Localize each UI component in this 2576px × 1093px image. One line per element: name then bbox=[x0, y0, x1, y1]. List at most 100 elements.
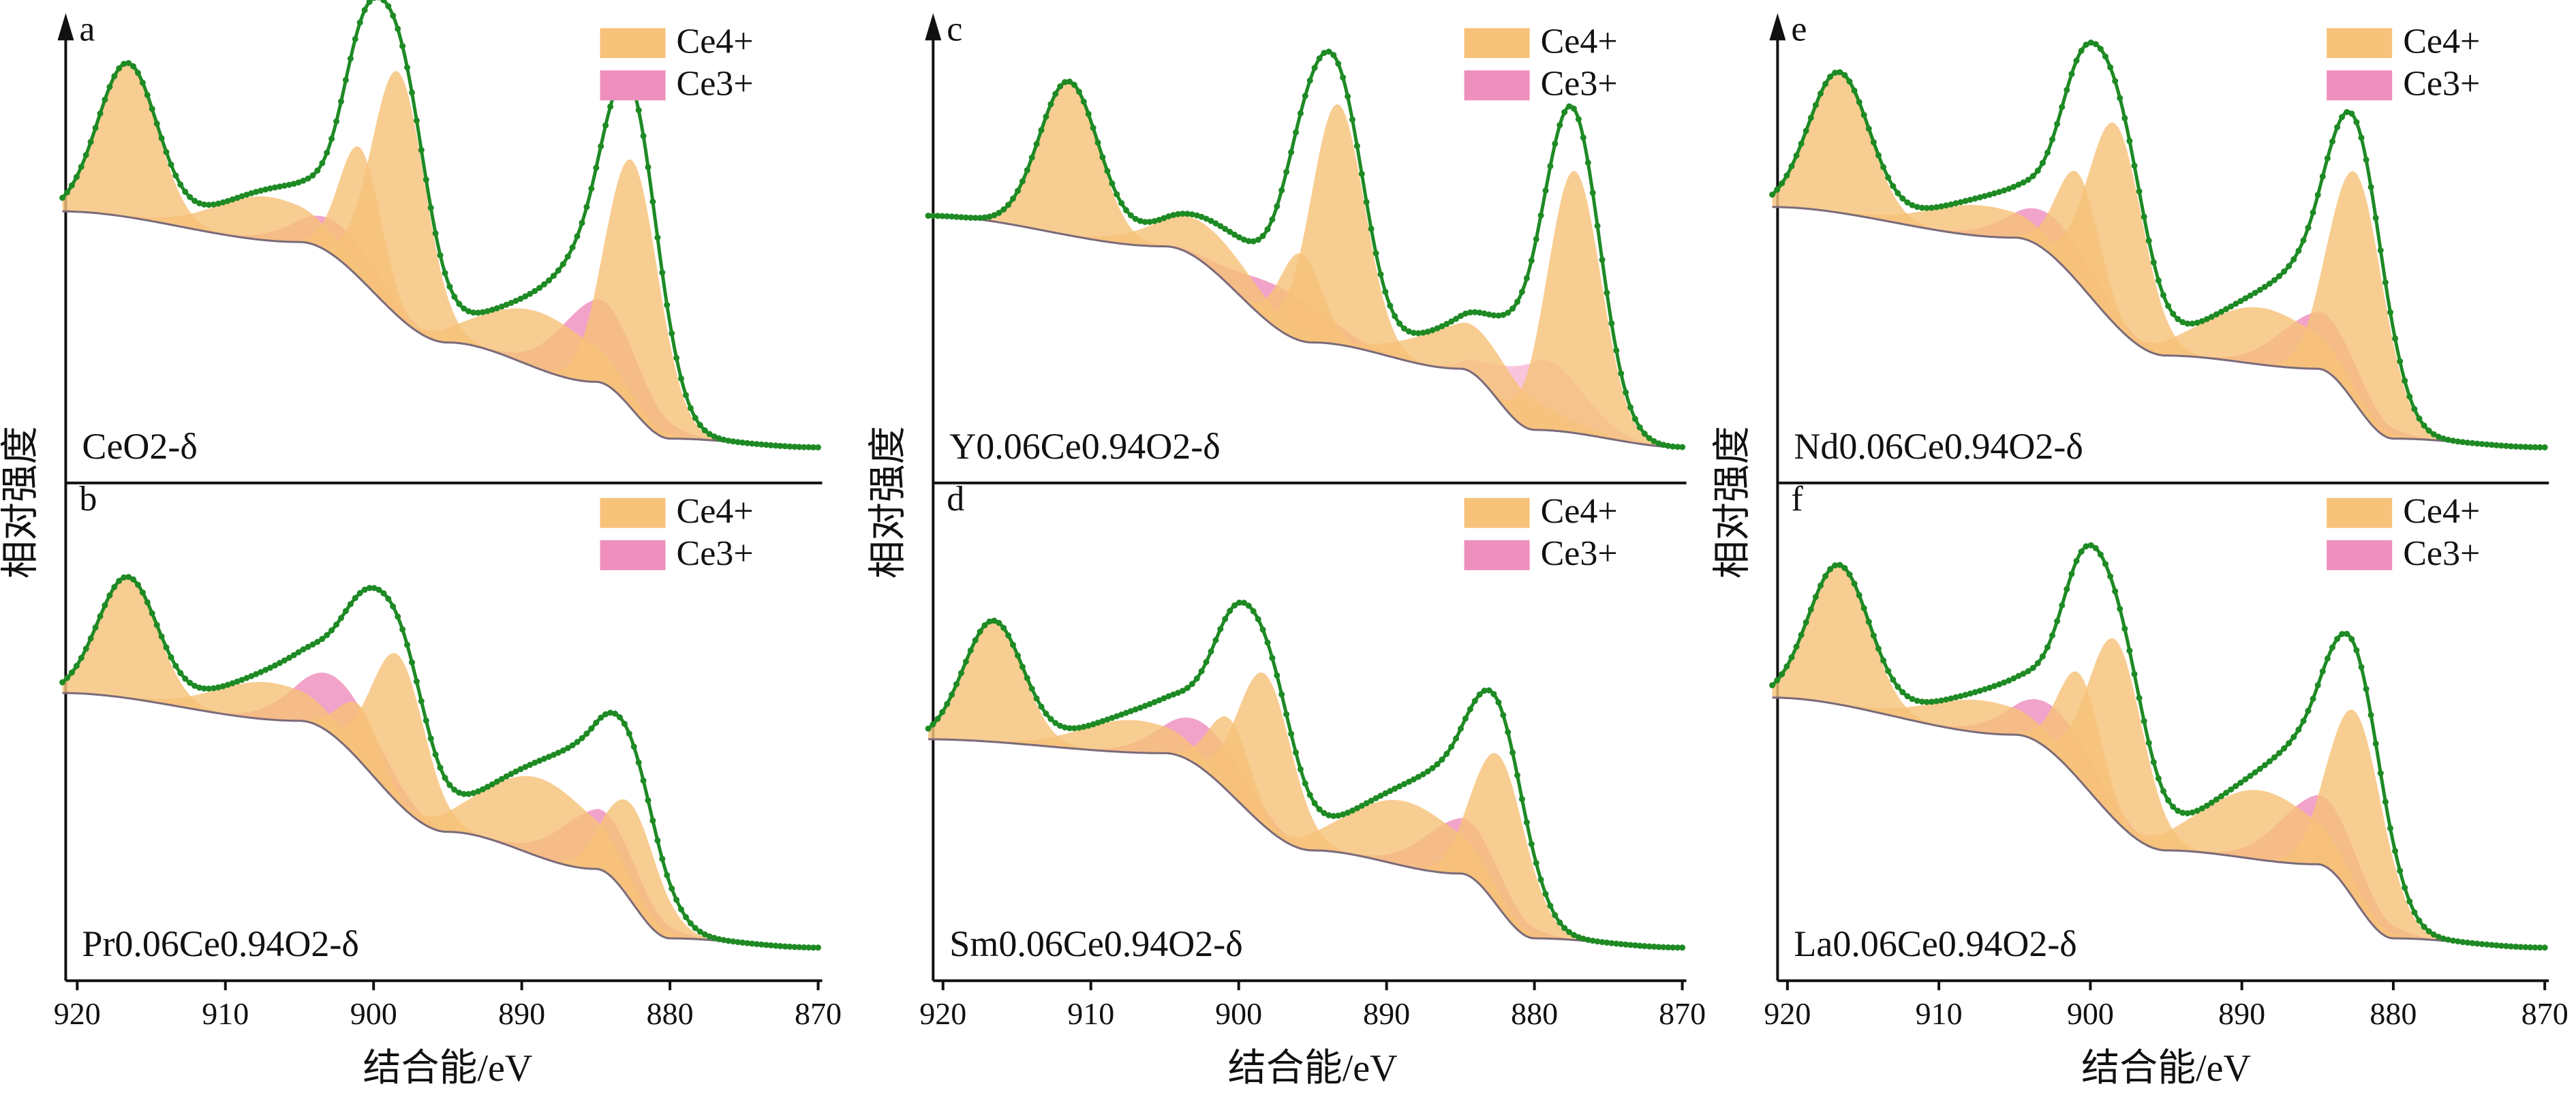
data-point bbox=[1537, 876, 1544, 883]
x-tick-label: 900 bbox=[350, 996, 397, 1031]
x-tick-label: 910 bbox=[1067, 996, 1114, 1031]
data-point bbox=[2450, 937, 2457, 944]
data-point bbox=[59, 194, 66, 201]
data-point bbox=[574, 233, 581, 240]
data-point bbox=[87, 138, 94, 145]
data-point bbox=[1071, 82, 1077, 88]
data-point bbox=[427, 735, 434, 742]
data-point bbox=[168, 654, 174, 661]
data-point bbox=[2020, 179, 2027, 186]
data-point bbox=[1904, 199, 1911, 206]
data-point bbox=[177, 670, 184, 677]
data-point bbox=[1552, 912, 1559, 919]
data-point bbox=[1410, 330, 1417, 336]
data-point bbox=[125, 574, 132, 581]
data-point bbox=[191, 198, 198, 204]
data-point bbox=[1490, 312, 1497, 319]
data-point bbox=[1793, 643, 1800, 650]
data-point bbox=[1345, 810, 1351, 816]
data-point bbox=[1345, 93, 1351, 99]
data-point bbox=[673, 897, 680, 903]
data-point bbox=[1151, 699, 1158, 705]
data-point bbox=[1547, 163, 1554, 170]
data-point bbox=[2517, 944, 2524, 951]
data-point bbox=[1193, 675, 1200, 682]
fit-envelope bbox=[927, 600, 1683, 950]
data-point bbox=[782, 943, 788, 950]
data-point bbox=[1641, 430, 1648, 437]
data-point bbox=[1514, 298, 1520, 305]
data-point bbox=[1986, 191, 1993, 198]
data-point bbox=[2126, 647, 2133, 654]
data-point bbox=[1439, 323, 1445, 330]
data-point bbox=[1580, 936, 1586, 942]
data-point bbox=[1132, 706, 1139, 713]
data-point bbox=[810, 444, 817, 450]
data-point bbox=[2126, 138, 2133, 144]
data-point bbox=[1462, 310, 1469, 317]
ce4-peak bbox=[62, 64, 221, 234]
panel-letter: f bbox=[1791, 480, 1803, 519]
data-point bbox=[1094, 720, 1101, 726]
data-point bbox=[1608, 320, 1615, 327]
data-point bbox=[73, 662, 80, 669]
data-point bbox=[1542, 187, 1549, 194]
data-point bbox=[687, 405, 694, 412]
data-point bbox=[2203, 315, 2210, 322]
data-point bbox=[446, 782, 453, 788]
ce4-peak bbox=[1180, 672, 1350, 855]
data-point bbox=[92, 125, 99, 132]
data-point bbox=[1297, 110, 1304, 117]
data-point bbox=[1415, 773, 1422, 780]
data-point bbox=[1962, 692, 1969, 698]
data-point bbox=[1330, 52, 1337, 59]
data-point bbox=[692, 414, 699, 421]
data-point bbox=[295, 179, 302, 186]
data-point bbox=[1321, 50, 1328, 57]
data-point bbox=[1948, 201, 1954, 208]
data-point bbox=[2363, 686, 2370, 692]
data-point bbox=[1311, 800, 1318, 807]
data-point bbox=[1476, 309, 1483, 316]
data-point bbox=[1094, 139, 1101, 146]
legend-label-ce3: Ce3+ bbox=[2403, 534, 2480, 573]
data-point bbox=[2319, 668, 2326, 675]
data-point bbox=[2339, 114, 2346, 121]
data-point bbox=[1175, 211, 1182, 217]
data-point bbox=[1646, 943, 1653, 950]
data-point bbox=[972, 637, 979, 644]
legend-label-ce3: Ce3+ bbox=[2403, 64, 2480, 103]
data-point bbox=[1458, 313, 1464, 320]
data-point bbox=[1798, 632, 1805, 638]
fit-envelope bbox=[1770, 543, 2545, 950]
data-point bbox=[944, 701, 951, 707]
data-point bbox=[1875, 152, 1882, 159]
data-point bbox=[1660, 944, 1667, 951]
data-point bbox=[659, 856, 666, 862]
data-point bbox=[1373, 795, 1379, 801]
data-point bbox=[1203, 215, 1210, 222]
data-point bbox=[2170, 803, 2177, 810]
data-point bbox=[1589, 938, 1596, 944]
data-point bbox=[163, 149, 170, 155]
data-point bbox=[177, 181, 184, 188]
data-point bbox=[2488, 942, 2495, 949]
data-point bbox=[1486, 311, 1492, 318]
data-point bbox=[806, 944, 812, 951]
data-point bbox=[281, 183, 288, 189]
data-point bbox=[1330, 813, 1337, 819]
data-point bbox=[1914, 204, 1920, 211]
data-point bbox=[314, 167, 321, 174]
data-point bbox=[1505, 729, 1512, 735]
data-point bbox=[149, 106, 155, 112]
data-point bbox=[716, 435, 722, 442]
data-point bbox=[2034, 167, 2041, 174]
data-point bbox=[1071, 725, 1077, 732]
data-point bbox=[413, 117, 420, 124]
data-point bbox=[1822, 572, 1829, 579]
data-point bbox=[1019, 178, 1026, 185]
data-point bbox=[1837, 561, 1843, 568]
data-point bbox=[1038, 127, 1045, 134]
data-point bbox=[451, 293, 458, 300]
data-point bbox=[258, 187, 264, 194]
